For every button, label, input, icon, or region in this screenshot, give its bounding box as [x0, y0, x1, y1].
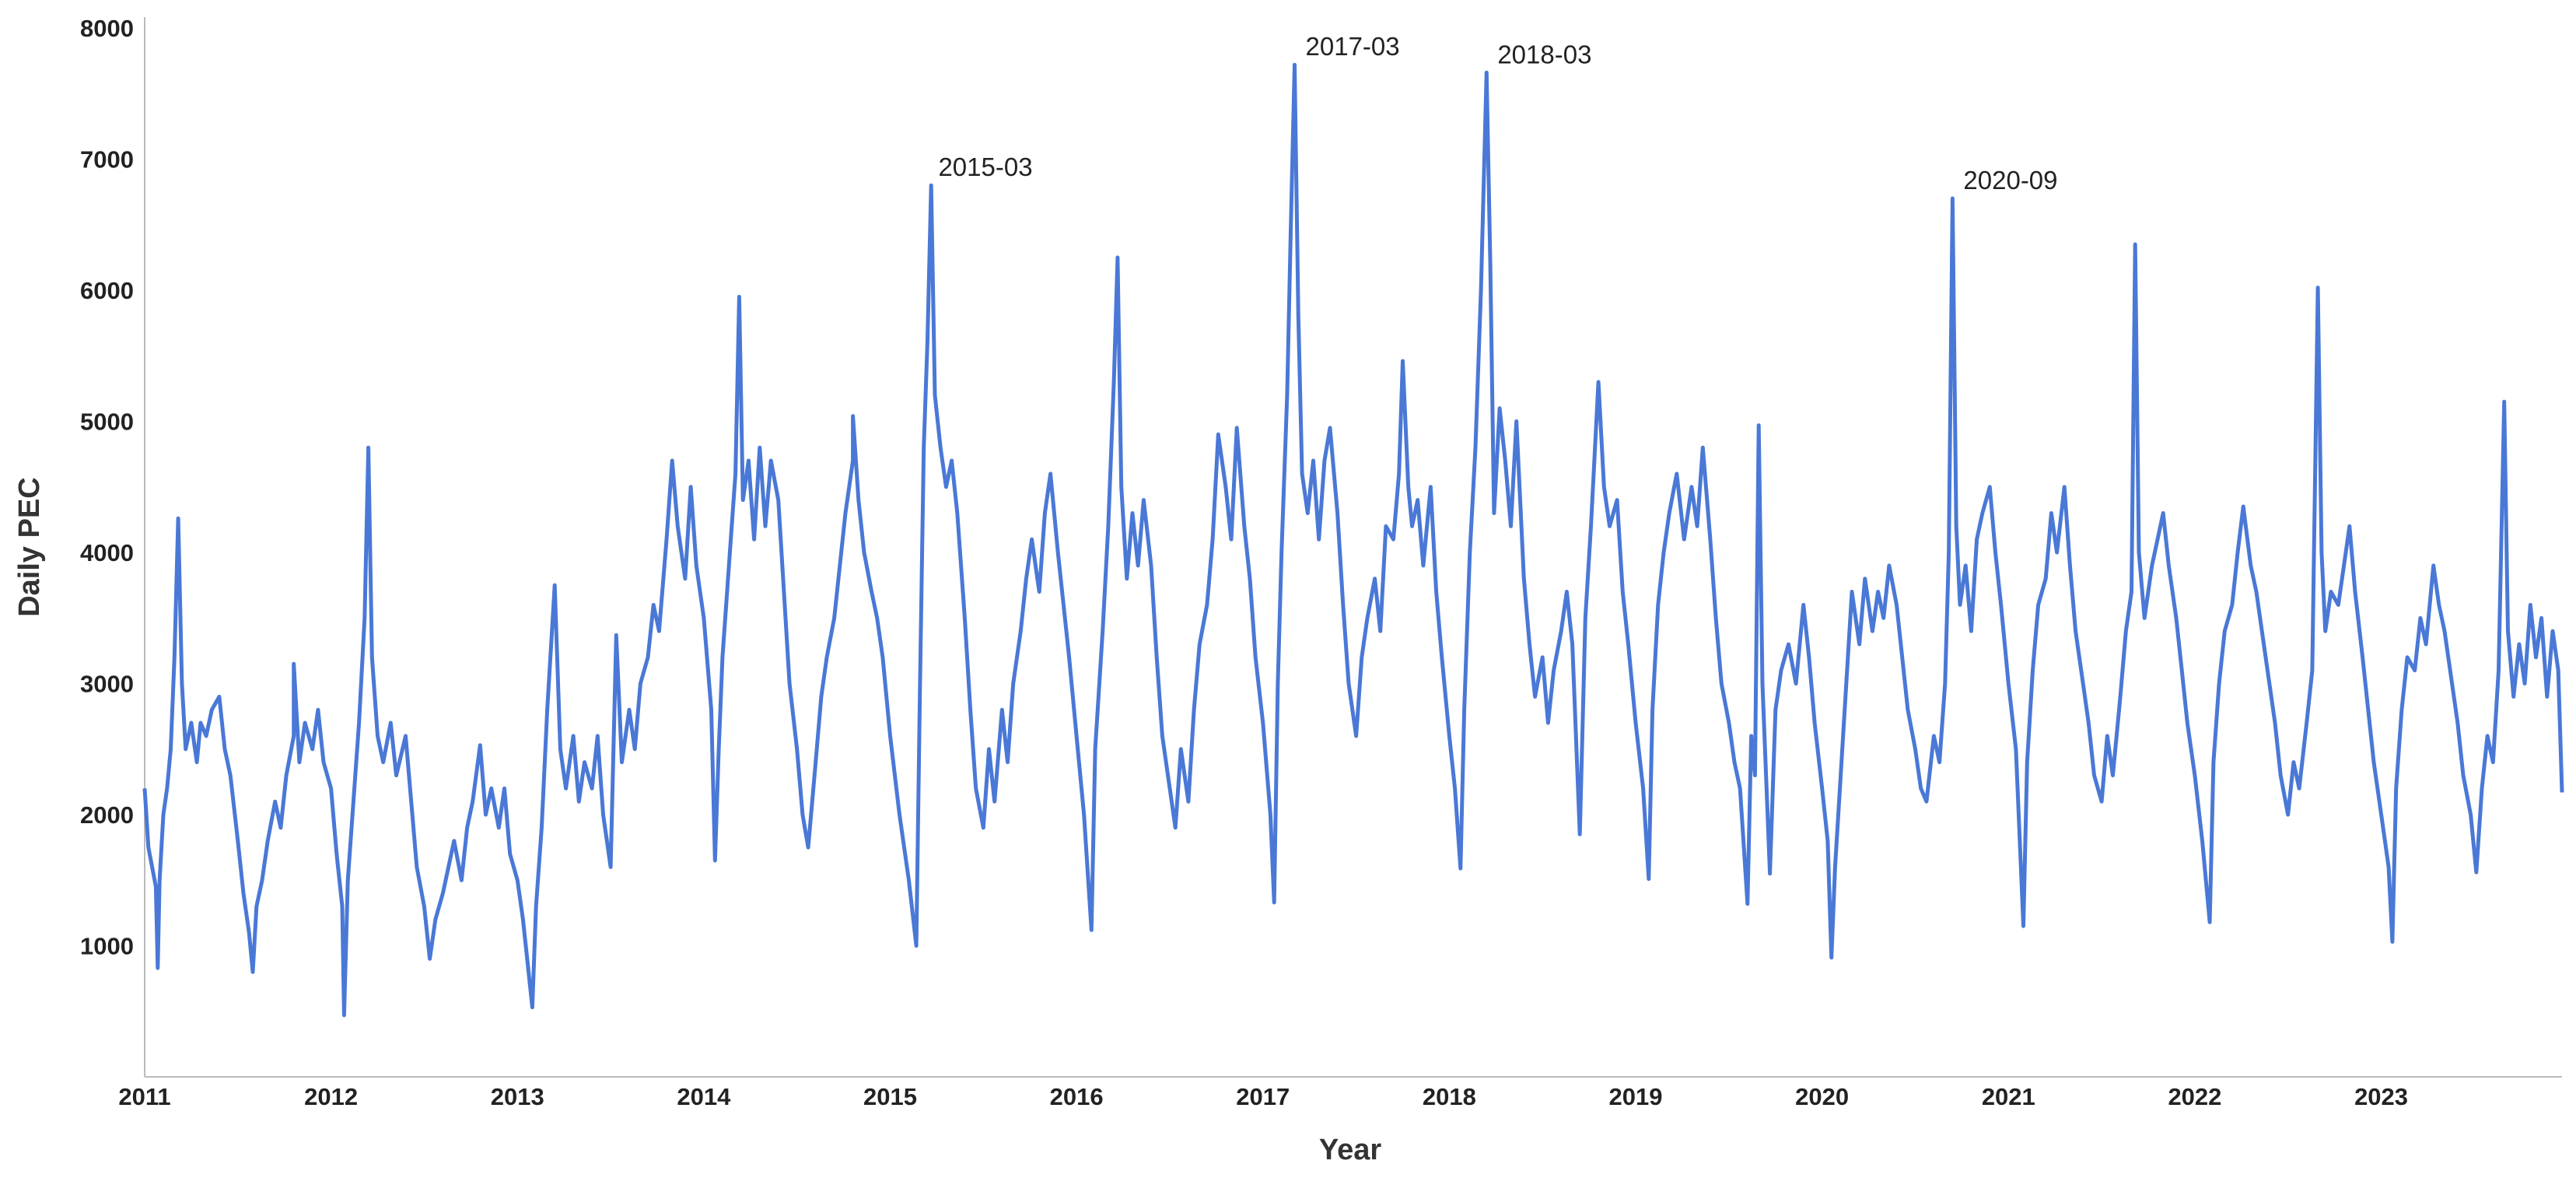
y-tick-label: 7000	[80, 146, 134, 174]
y-tick-label: 2000	[80, 801, 134, 829]
x-tick-label: 2018	[1423, 1083, 1476, 1110]
x-tick-label: 2012	[304, 1083, 358, 1110]
y-axis-title: Daily PEC	[13, 477, 46, 617]
daily-pec-series-line	[142, 62, 2564, 1018]
x-tick-label: 2016	[1050, 1083, 1104, 1110]
x-tick-labels: 2011 2012 2013 2014 2015 2016 2017 2018 2019 2020…	[118, 1083, 2408, 1110]
x-axis-title: Year	[1319, 1134, 1382, 1166]
x-tick-label: 2022	[2168, 1083, 2221, 1110]
x-tick-label: 2014	[677, 1083, 731, 1110]
y-tick-label: 6000	[80, 277, 134, 304]
peak-annotation: 2017-03	[1306, 32, 1400, 61]
peak-annotation: 2015-03	[938, 153, 1032, 181]
peak-annotation: 2018-03	[1497, 40, 1591, 68]
y-tick-label: 8000	[80, 15, 134, 42]
x-tick-label: 2021	[1982, 1083, 2035, 1110]
peak-annotation: 2020-09	[1963, 166, 2057, 195]
y-tick-label: 1000	[80, 933, 134, 960]
y-tick-label: 5000	[80, 408, 134, 436]
y-tick-label: 4000	[80, 539, 134, 566]
x-tick-label: 2015	[863, 1083, 917, 1110]
y-tick-labels: 1000 2000 3000 4000 5000 6000 7000 8000	[80, 15, 134, 960]
x-tick-label: 2020	[1795, 1083, 1849, 1110]
x-tick-label: 2019	[1609, 1083, 1663, 1110]
x-tick-label: 2013	[491, 1083, 544, 1110]
peak-annotations: 2015-03 2017-03 2018-03 2020-09	[938, 32, 2057, 195]
y-tick-label: 3000	[80, 671, 134, 698]
x-tick-label: 2011	[118, 1083, 170, 1110]
x-tick-label: 2023	[2354, 1083, 2408, 1110]
x-tick-label: 2017	[1236, 1083, 1290, 1110]
